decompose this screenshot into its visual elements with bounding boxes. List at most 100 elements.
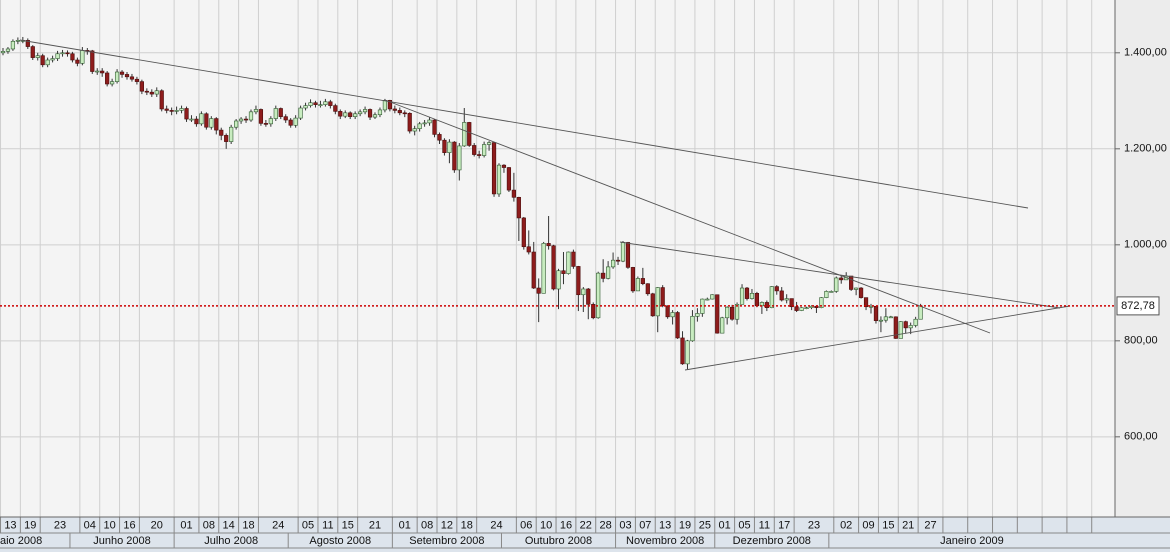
candle-body: [318, 104, 323, 106]
candle-body: [670, 312, 675, 318]
x-tick-label: 11: [759, 519, 770, 531]
candle-body: [362, 109, 368, 113]
candle-body: [417, 123, 422, 129]
x-tick-label: 18: [461, 519, 473, 531]
candle-body: [804, 307, 809, 310]
candle-body: [437, 134, 442, 141]
candle-body: [124, 74, 130, 78]
candle-body: [139, 81, 144, 92]
candle-body: [849, 275, 854, 290]
candle-body: [501, 164, 507, 168]
candle-body: [893, 316, 898, 339]
month-label: aio 2008: [0, 535, 42, 547]
candle-body: [70, 53, 75, 61]
candle-body: [427, 119, 432, 124]
candle-body: [521, 217, 526, 248]
x-tick-label: 02: [840, 519, 852, 531]
candle-body: [268, 118, 273, 125]
candle-body: [591, 304, 596, 319]
trendline: [19, 39, 1029, 209]
candle-body: [551, 245, 556, 290]
x-axis-panel: [0, 517, 1170, 552]
candle-body: [194, 118, 199, 125]
candle-body: [878, 319, 884, 322]
candle-body: [333, 105, 338, 112]
candle-body: [744, 287, 750, 299]
x-tick-label: 01: [180, 519, 192, 531]
candle-body: [536, 287, 541, 294]
candle-body: [75, 59, 80, 64]
candle-body: [918, 305, 923, 320]
candle-body: [45, 59, 50, 66]
candle-body: [60, 52, 65, 55]
candle-body: [839, 277, 844, 281]
month-label: Outubro 2008: [525, 535, 592, 547]
candle-body: [40, 55, 45, 66]
trendline: [684, 305, 1071, 371]
candle-body: [328, 101, 333, 106]
month-label: Junho 2008: [93, 535, 151, 547]
candle-body: [298, 107, 303, 119]
candle-body: [725, 306, 730, 319]
trendlines: [19, 39, 1071, 371]
x-tick-label: 08: [203, 519, 215, 531]
candle-body: [179, 108, 184, 111]
candle-body: [288, 119, 293, 126]
candle-body: [174, 110, 179, 112]
candle-body: [675, 312, 680, 339]
candle-body: [506, 167, 512, 191]
candle-body: [655, 287, 660, 317]
candle-body: [789, 298, 794, 308]
candle-body: [680, 337, 685, 365]
candle-body: [452, 141, 457, 171]
candle-body: [447, 141, 452, 153]
plot-area: [0, 0, 1115, 517]
candle-body: [442, 139, 447, 153]
candle-body: [769, 286, 774, 309]
candle-body: [715, 294, 720, 334]
candle-body: [898, 321, 903, 339]
candle-body: [541, 243, 546, 294]
candle-body: [114, 71, 120, 82]
last-price-label: 872,78: [1121, 300, 1155, 312]
candle-body: [566, 251, 571, 274]
candle-body: [90, 50, 95, 72]
candle-body: [472, 145, 477, 155]
candle-body: [343, 112, 348, 117]
candle-body: [858, 287, 864, 298]
candle-body: [243, 118, 249, 121]
y-tick-label: 800,00: [1124, 335, 1158, 347]
candle-body: [511, 189, 516, 198]
candle-body: [863, 297, 869, 308]
candle-body: [392, 108, 397, 111]
candle-body: [0, 51, 6, 54]
x-tick-label: 21: [369, 519, 381, 531]
candle-body: [546, 243, 551, 247]
candle-body: [799, 307, 804, 311]
candle-body: [556, 270, 561, 290]
x-tick-label: 19: [24, 519, 36, 531]
month-label: Novembro 2008: [626, 535, 704, 547]
candle-body: [462, 122, 467, 147]
candle-body: [457, 145, 462, 171]
candle-body: [219, 129, 224, 136]
candle-body: [734, 304, 740, 320]
candle-body: [382, 100, 388, 111]
candle-body: [581, 288, 586, 296]
candle-body: [854, 287, 859, 290]
x-tick-label: 17: [778, 519, 790, 531]
candle-body: [571, 251, 576, 267]
x-tick-label: 21: [902, 519, 914, 531]
candle-body: [576, 266, 581, 296]
candle-body: [739, 287, 745, 305]
last-price-box: [1116, 296, 1160, 316]
candle-body: [779, 290, 784, 301]
candle-body: [650, 293, 655, 317]
candle-body: [819, 297, 824, 309]
month-label: Janeiro 2009: [940, 535, 1004, 547]
candle-body: [834, 277, 839, 292]
candle-body: [129, 76, 135, 80]
candle-body: [189, 118, 194, 121]
candle-body: [397, 110, 402, 114]
